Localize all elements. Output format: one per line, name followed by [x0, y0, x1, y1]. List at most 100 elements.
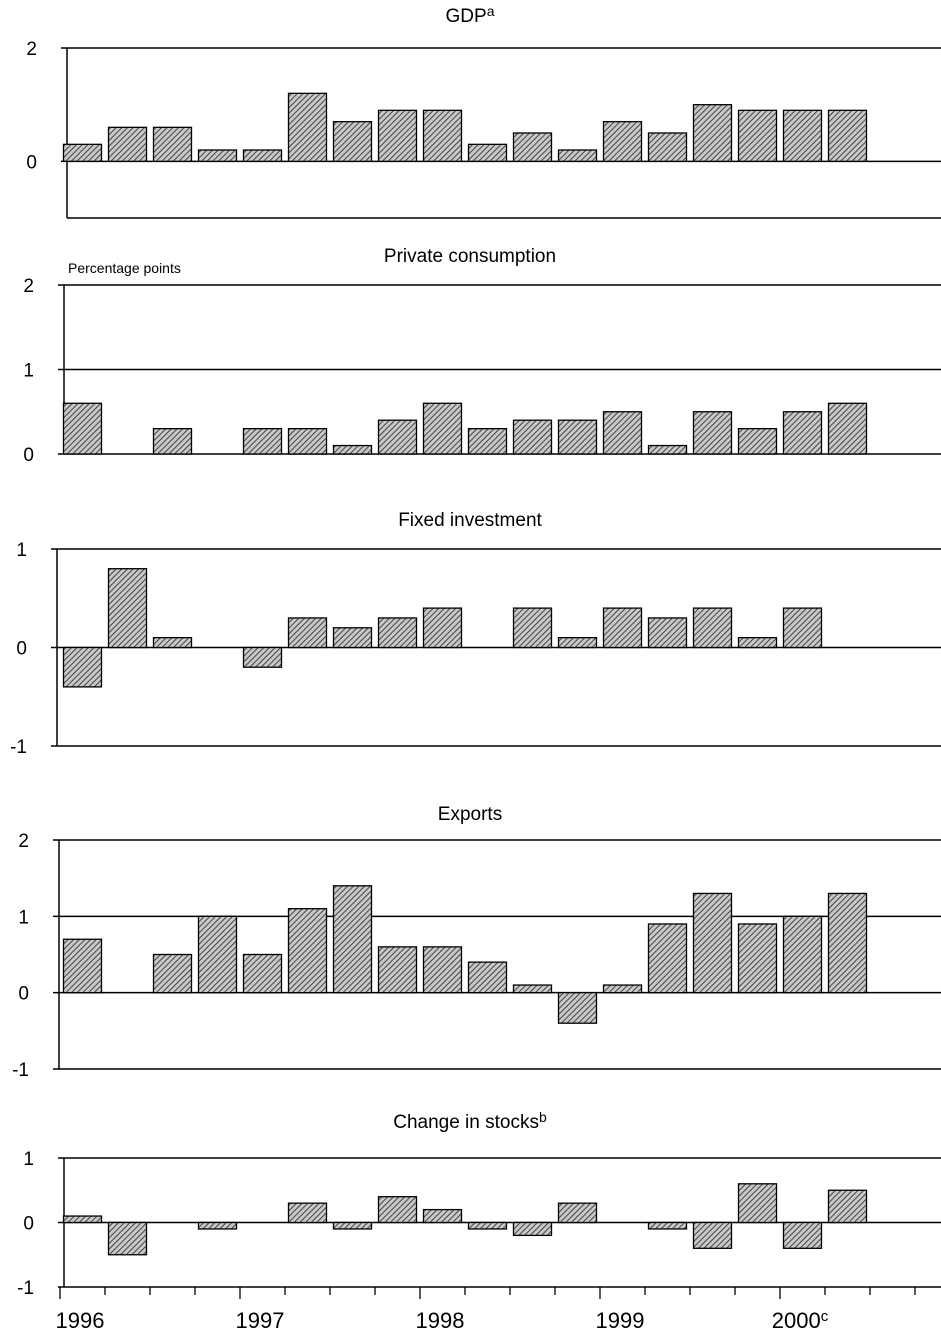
- bar: [512, 607, 553, 649]
- bar: [197, 149, 238, 162]
- bar: [107, 1221, 148, 1256]
- bar: [422, 109, 463, 162]
- bar: [287, 1202, 328, 1224]
- y-tick-label: 2: [23, 276, 34, 297]
- panel-title: Private consumption: [384, 246, 556, 267]
- bar: [557, 1202, 598, 1224]
- year-label: 2000c: [772, 1308, 829, 1333]
- y-tick-label: 1: [23, 361, 34, 382]
- bar: [62, 402, 103, 455]
- bar: [197, 1221, 238, 1230]
- bar: [827, 892, 868, 994]
- bar: [377, 419, 418, 455]
- bar: [152, 126, 193, 162]
- bar: [107, 568, 148, 649]
- bar: [287, 427, 328, 455]
- bar: [782, 607, 823, 649]
- y-tick-label: 0: [26, 152, 37, 173]
- bar: [62, 1215, 103, 1224]
- bar: [422, 607, 463, 649]
- bar: [242, 427, 283, 455]
- bar: [197, 915, 238, 994]
- bar: [287, 617, 328, 649]
- bar: [62, 143, 103, 162]
- bar: [107, 126, 148, 162]
- year-label: 1998: [416, 1308, 465, 1333]
- bar: [647, 444, 688, 455]
- y-tick-label: 2: [18, 831, 29, 852]
- bar: [152, 637, 193, 649]
- bar: [377, 617, 418, 649]
- bar: [287, 908, 328, 994]
- panel-title: Exports: [438, 804, 502, 825]
- bar: [332, 444, 373, 455]
- bar: [782, 411, 823, 455]
- bar: [737, 427, 778, 455]
- bar: [782, 915, 823, 994]
- panel-2: Private consumption Percentage points 2 1 0: [23, 246, 941, 466]
- bar: [827, 1189, 868, 1224]
- bar: [512, 132, 553, 162]
- bar: [602, 607, 643, 649]
- panel-4: Exports 2 1 0 -1: [12, 804, 941, 1081]
- bar: [737, 923, 778, 994]
- bar: [467, 961, 508, 994]
- bar: [692, 892, 733, 994]
- bar: [377, 109, 418, 162]
- panel-1: GDPa 2 0: [26, 3, 941, 219]
- bar: [152, 427, 193, 455]
- y-tick-label: 1: [23, 1149, 34, 1170]
- bar: [422, 946, 463, 994]
- bar: [467, 427, 508, 455]
- y-tick-label: 0: [23, 1214, 34, 1235]
- bar: [287, 92, 328, 162]
- bar: [512, 1221, 553, 1237]
- bar: [377, 946, 418, 994]
- bar: [602, 121, 643, 162]
- panel-title: GDPa: [446, 3, 495, 27]
- bar: [152, 953, 193, 994]
- year-label: 1997: [236, 1308, 285, 1333]
- bar: [557, 992, 598, 1024]
- bar: [602, 411, 643, 455]
- bar: [332, 1221, 373, 1230]
- bar: [692, 607, 733, 649]
- y-tick-label: 1: [18, 907, 29, 928]
- bar: [242, 953, 283, 994]
- bar: [692, 1221, 733, 1249]
- bar: [62, 646, 103, 688]
- bar: [512, 984, 553, 994]
- bar: [377, 1196, 418, 1224]
- y-tick-label: -1: [10, 737, 27, 758]
- bar: [557, 149, 598, 162]
- bar: [557, 637, 598, 649]
- bar: [737, 1183, 778, 1224]
- bar: [692, 411, 733, 455]
- panel-5: Change in stocksb 1 0 -1: [17, 1109, 941, 1299]
- bar: [827, 402, 868, 455]
- bar: [647, 132, 688, 162]
- panel-title: Change in stocksb: [393, 1109, 547, 1133]
- bar: [647, 923, 688, 994]
- bar: [557, 419, 598, 455]
- bar: [692, 104, 733, 162]
- bar: [737, 109, 778, 162]
- y-tick-label: 0: [23, 445, 34, 466]
- bar: [62, 938, 103, 994]
- bar: [602, 984, 643, 994]
- bar: [332, 121, 373, 162]
- y-tick-label: 0: [16, 639, 27, 660]
- y-tick-label: 0: [18, 984, 29, 1005]
- panel-title: Fixed investment: [398, 510, 542, 531]
- bar: [647, 617, 688, 649]
- title-superscript: b: [539, 1109, 547, 1125]
- bar: [737, 637, 778, 649]
- y-tick-label: 1: [16, 540, 27, 561]
- title-superscript: a: [487, 3, 495, 19]
- bar: [827, 109, 868, 162]
- bar: [512, 419, 553, 455]
- panel-subtitle: Percentage points: [68, 260, 181, 276]
- year-label: 1996: [56, 1308, 105, 1333]
